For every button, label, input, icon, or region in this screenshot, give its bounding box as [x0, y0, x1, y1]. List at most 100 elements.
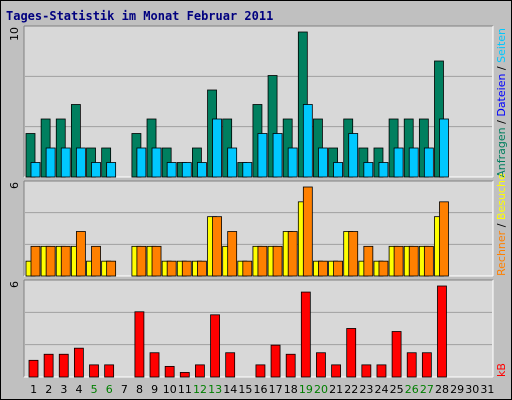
bar-besuche-day-22 — [348, 231, 359, 277]
x-tick-label-8: 8 — [136, 383, 143, 396]
bar-besuche-day-9 — [151, 245, 162, 277]
bar-besuche-day-2 — [45, 245, 56, 277]
bar-dateien-day-10 — [166, 162, 177, 178]
bar-dateien-day-28 — [439, 118, 449, 178]
bar-kb-day-26 — [406, 352, 417, 378]
x-tick-label-26: 26 — [405, 383, 419, 396]
legend-item: kB — [495, 363, 508, 377]
bar-kb-day-3 — [58, 353, 69, 378]
x-tick-label-21: 21 — [329, 383, 343, 396]
bar-besuche-day-3 — [60, 245, 71, 277]
legend-item: / — [495, 117, 508, 128]
bar-dateien-day-20 — [318, 147, 328, 178]
bar-kb-day-1 — [28, 359, 39, 378]
bar-dateien-day-19 — [302, 104, 313, 178]
bar-kb-day-22 — [346, 328, 357, 378]
bar-besuche-day-21 — [333, 260, 343, 277]
y-tick-label: 6 — [8, 182, 21, 189]
bar-dateien-day-9 — [151, 147, 162, 178]
x-tick-label-11: 11 — [178, 383, 192, 396]
x-tick-label-14: 14 — [223, 383, 237, 396]
x-tick-label-29: 29 — [450, 383, 464, 396]
bar-besuche-day-4 — [75, 231, 86, 277]
bar-kb-day-20 — [316, 352, 326, 378]
bar-dateien-day-23 — [363, 162, 374, 178]
legend-middle: Rechner / Besuche — [495, 173, 508, 276]
legend-top: Anfragen / Dateien / Seiten — [495, 28, 508, 178]
bar-kb-day-24 — [376, 364, 387, 378]
bar-besuche-day-11 — [181, 260, 192, 277]
bar-dateien-day-8 — [136, 147, 147, 178]
bar-dateien-day-5 — [91, 162, 101, 178]
x-tick-label-27: 27 — [420, 383, 434, 396]
bar-kb-day-4 — [73, 347, 84, 378]
bar-kb-day-16 — [255, 364, 266, 378]
bar-dateien-day-27 — [423, 147, 434, 178]
bar-kb-day-25 — [391, 331, 402, 378]
bar-dateien-day-21 — [333, 162, 343, 178]
bar-anfragen-day-4 — [70, 104, 81, 178]
bar-dateien-day-14 — [227, 147, 238, 178]
bar-kb-day-17 — [270, 344, 281, 378]
x-tick-label-5: 5 — [91, 383, 98, 396]
legend-item: Besuche — [495, 173, 508, 220]
bar-dateien-day-4 — [75, 147, 86, 178]
bar-dateien-day-13 — [212, 118, 222, 178]
bar-besuche-day-14 — [227, 231, 238, 277]
bar-besuche-day-15 — [242, 260, 253, 277]
bar-kb-day-23 — [361, 364, 372, 378]
bar-dateien-day-1 — [30, 162, 41, 178]
x-tick-label-20: 20 — [314, 383, 328, 396]
bar-anfragen-day-17 — [267, 75, 278, 178]
bar-kb-day-28 — [437, 285, 447, 378]
bar-anfragen-day-1 — [25, 133, 36, 178]
bar-besuche-day-27 — [423, 245, 434, 277]
x-tick-label-30: 30 — [465, 383, 479, 396]
bar-besuche-day-24 — [378, 260, 389, 277]
bar-dateien-day-3 — [60, 147, 71, 178]
bar-dateien-day-15 — [242, 162, 253, 178]
x-tick-label-24: 24 — [375, 383, 389, 396]
legend-item: Anfragen — [495, 127, 508, 177]
x-tick-label-9: 9 — [151, 383, 158, 396]
bar-dateien-day-24 — [378, 162, 389, 178]
x-tick-label-10: 10 — [163, 383, 177, 396]
x-tick-label-22: 22 — [344, 383, 358, 396]
bar-dateien-day-2 — [45, 147, 56, 178]
x-tick-label-31: 31 — [480, 383, 494, 396]
legend-item: Dateien — [495, 74, 508, 117]
x-tick-label-4: 4 — [75, 383, 82, 396]
bar-besuche-day-10 — [166, 260, 177, 277]
bar-kb-day-8 — [134, 311, 145, 378]
legend-item: / — [495, 220, 508, 231]
bar-besuche-day-18 — [287, 231, 298, 277]
bar-besuche-day-25 — [393, 245, 404, 277]
x-tick-label-16: 16 — [254, 383, 268, 396]
x-tick-label-17: 17 — [269, 383, 283, 396]
bar-dateien-day-25 — [393, 147, 404, 178]
panel-bottom: 6 kB — [8, 279, 508, 378]
bar-dateien-day-11 — [181, 162, 192, 178]
bar-besuche-day-23 — [363, 245, 374, 277]
x-tick-label-25: 25 — [390, 383, 404, 396]
y-tick-label: 10 — [8, 27, 21, 41]
x-tick-label-18: 18 — [284, 383, 298, 396]
bar-kb-day-10 — [164, 365, 175, 378]
bar-besuche-day-19 — [302, 186, 313, 277]
bar-kb-day-5 — [89, 364, 99, 378]
bar-kb-day-11 — [179, 372, 190, 378]
x-tick-label-2: 2 — [45, 383, 52, 396]
x-tick-label-15: 15 — [238, 383, 252, 396]
bar-kb-day-18 — [285, 353, 296, 378]
bar-dateien-day-18 — [287, 147, 298, 178]
bar-besuche-day-13 — [212, 216, 222, 277]
bar-besuche-day-26 — [408, 245, 419, 277]
bar-besuche-day-1 — [30, 245, 41, 277]
bar-dateien-day-22 — [348, 133, 359, 178]
bar-kb-day-6 — [104, 364, 115, 378]
bar-dateien-day-12 — [197, 162, 207, 178]
bar-kb-day-12 — [195, 364, 205, 378]
x-tick-label-1: 1 — [30, 383, 37, 396]
bar-kb-day-14 — [225, 352, 236, 378]
